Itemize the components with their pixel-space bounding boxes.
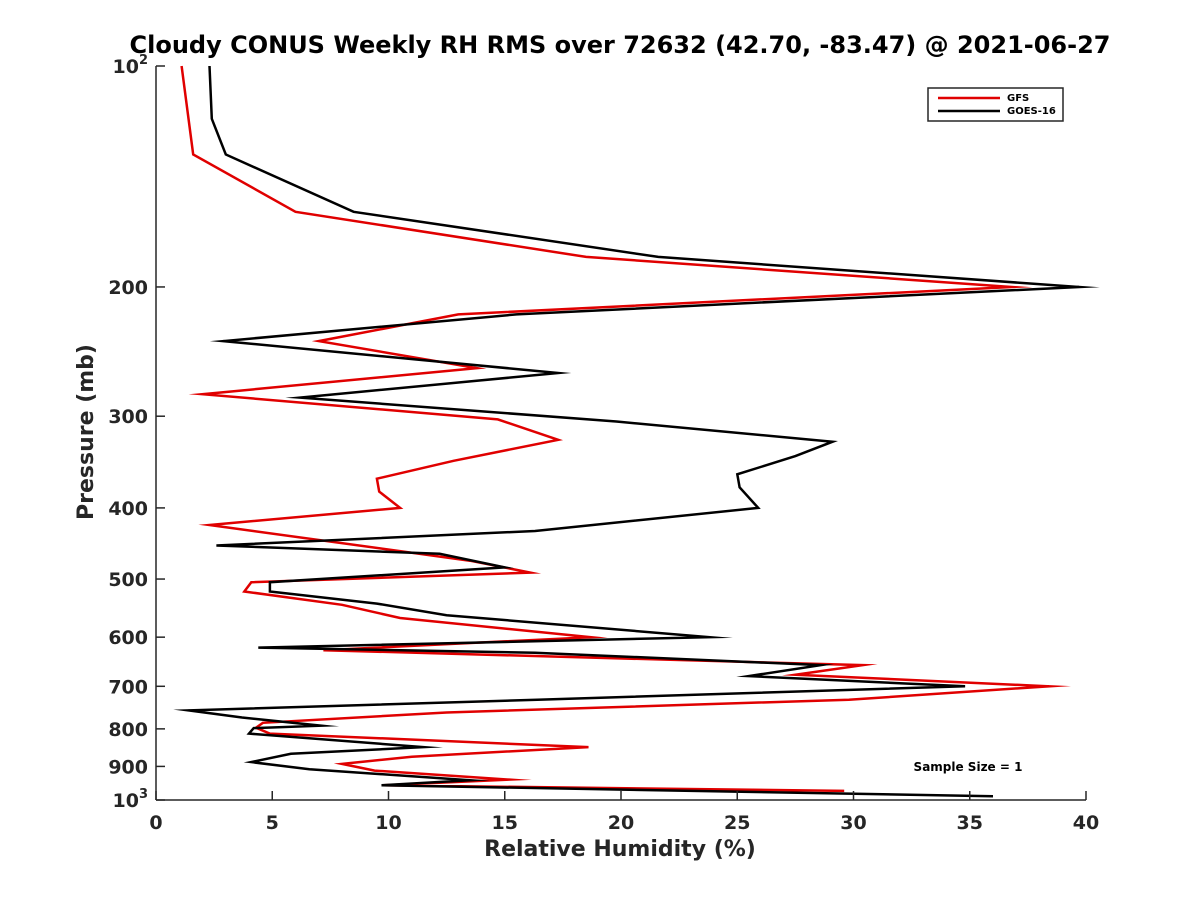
y-tick-label-200: 200: [108, 277, 148, 299]
legend-entry-gfs: GFS: [1007, 93, 1029, 104]
plot-area: [173, 65, 1100, 798]
x-tick-label-25: 25: [724, 812, 750, 834]
x-axis-label: Relative Humidity (%): [484, 837, 756, 862]
x-tick-label-5: 5: [266, 812, 279, 834]
legend: GFS GOES-16: [927, 87, 1064, 122]
axes: 0 5 10 15 20 25 30 35 40 102 200 300 400 500 600 700 800…: [108, 53, 1099, 834]
x-tick-label-35: 35: [957, 812, 983, 834]
x-tick-label-20: 20: [608, 812, 634, 834]
y-tick-label-900: 900: [108, 756, 148, 778]
x-tick-label-15: 15: [492, 812, 518, 834]
x-tick-label-40: 40: [1073, 812, 1099, 834]
y-tick-label-400: 400: [108, 498, 148, 520]
y-axis-label: Pressure (mb): [74, 344, 99, 520]
y-tick-label-800: 800: [108, 719, 148, 741]
sample-size-annotation: Sample Size = 1: [914, 760, 1023, 774]
chart-title: Cloudy CONUS Weekly RH RMS over 72632 (4…: [130, 31, 1111, 59]
x-tick-label-10: 10: [375, 812, 401, 834]
y-tick-label-300: 300: [108, 406, 148, 428]
x-tick-label-0: 0: [149, 812, 162, 834]
series-line-gfs: [180, 65, 1071, 793]
legend-entry-goes16: GOES-16: [1007, 106, 1056, 117]
y-tick-label-100: 102: [113, 53, 149, 78]
series-line-goes16: [173, 65, 1100, 798]
y-tick-label-600: 600: [108, 627, 148, 649]
y-tick-label-500: 500: [108, 569, 148, 591]
y-tick-label-700: 700: [108, 676, 148, 698]
x-tick-label-30: 30: [840, 812, 866, 834]
legend-box: [927, 87, 1064, 122]
y-tick-label-1000: 103: [113, 787, 149, 812]
